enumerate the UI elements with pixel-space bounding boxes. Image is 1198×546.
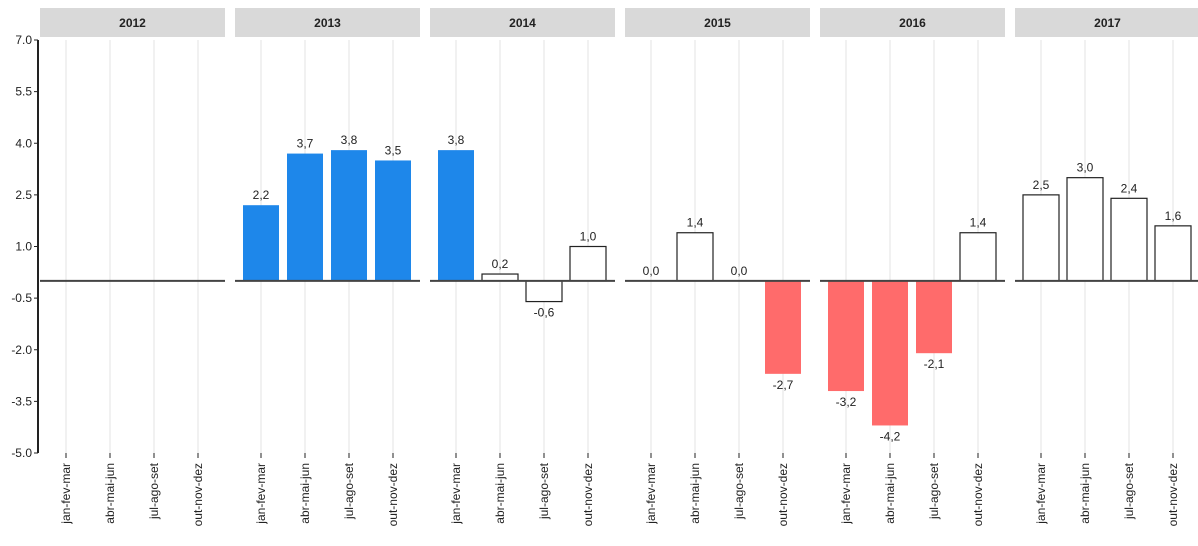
bar: [1022, 194, 1060, 282]
value-label: 0,0: [643, 264, 660, 278]
y-tick-label: -3.5: [11, 394, 32, 408]
bar: [569, 245, 607, 282]
x-tick-label: jul-ago-set: [537, 462, 551, 520]
value-label: 2,4: [1121, 181, 1138, 195]
value-label: 3,7: [297, 137, 314, 151]
y-tick-label: -5.0: [11, 446, 32, 460]
bar: [481, 273, 519, 282]
x-tick-label: jul-ago-set: [147, 462, 161, 520]
value-label: 3,8: [448, 133, 465, 147]
facet-title: 2012: [119, 16, 146, 30]
bar: [1154, 225, 1192, 282]
x-tick-label: jan-fev-mar: [449, 463, 463, 525]
value-label: -4,2: [880, 429, 901, 443]
bar: [765, 280, 801, 374]
value-label: 1,4: [970, 216, 987, 230]
bar: [916, 280, 952, 354]
facet-title: 2014: [509, 16, 536, 30]
x-tick-label: jan-fev-mar: [1034, 463, 1048, 525]
x-tick-label: abr-mai-jun: [688, 463, 702, 524]
x-tick-label: out-nov-dez: [971, 463, 985, 526]
y-tick-label: 2.5: [15, 188, 32, 202]
x-tick-label: out-nov-dez: [776, 463, 790, 526]
x-tick-label: out-nov-dez: [581, 463, 595, 526]
value-label: 1,6: [1165, 209, 1182, 223]
facet-strip: [1015, 8, 1198, 37]
value-label: 3,8: [341, 133, 358, 147]
x-tick-label: abr-mai-jun: [298, 463, 312, 524]
bar: [375, 160, 411, 281]
facet-strip: [625, 8, 810, 37]
value-label: 1,4: [687, 216, 704, 230]
value-label: -0,6: [534, 306, 555, 320]
value-label: -2,7: [773, 378, 794, 392]
x-tick-label: abr-mai-jun: [1078, 463, 1092, 524]
bar: [525, 280, 563, 303]
value-label: 0,0: [731, 264, 748, 278]
bar: [828, 280, 864, 392]
value-label: 1,0: [580, 230, 597, 244]
y-tick-label: 1.0: [15, 240, 32, 254]
bar: [243, 205, 279, 281]
value-label: 2,5: [1033, 178, 1050, 192]
facet-strip: [235, 8, 420, 37]
x-tick-label: jan-fev-mar: [644, 463, 658, 525]
bar: [287, 153, 323, 281]
value-label: 3,5: [385, 143, 402, 157]
y-tick-label: -2.0: [11, 343, 32, 357]
x-tick-label: jul-ago-set: [927, 462, 941, 520]
x-tick-label: jan-fev-mar: [254, 463, 268, 525]
y-tick-label: 7.0: [15, 33, 32, 47]
bar: [331, 150, 367, 281]
bar: [1066, 177, 1104, 282]
facet-title: 2016: [899, 16, 926, 30]
x-tick-label: jan-fev-mar: [59, 463, 73, 525]
facet-strip: [40, 8, 225, 37]
facet-title: 2015: [704, 16, 731, 30]
facet-title: 2013: [314, 16, 341, 30]
bar: [959, 232, 997, 282]
facet-title: 2017: [1094, 16, 1121, 30]
x-tick-label: abr-mai-jun: [103, 463, 117, 524]
x-tick-label: abr-mai-jun: [493, 463, 507, 524]
value-label: 3,0: [1077, 161, 1094, 175]
x-tick-label: jul-ago-set: [1122, 462, 1136, 520]
value-label: -3,2: [836, 395, 857, 409]
x-tick-label: jul-ago-set: [342, 462, 356, 520]
bar: [438, 150, 474, 281]
y-tick-label: 5.5: [15, 85, 32, 99]
bar: [676, 232, 714, 282]
x-tick-label: out-nov-dez: [1166, 463, 1180, 526]
value-label: 2,2: [253, 188, 270, 202]
y-tick-label: 4.0: [15, 136, 32, 150]
x-tick-label: jan-fev-mar: [839, 463, 853, 525]
x-tick-label: abr-mai-jun: [883, 463, 897, 524]
x-tick-label: out-nov-dez: [386, 463, 400, 526]
value-label: 0,2: [492, 257, 509, 271]
facet-strip: [430, 8, 615, 37]
bar: [872, 280, 908, 426]
x-tick-label: out-nov-dez: [191, 463, 205, 526]
facet-strip: [820, 8, 1005, 37]
value-label: -2,1: [924, 357, 945, 371]
bar: [1110, 197, 1148, 282]
y-tick-label: -0.5: [11, 291, 32, 305]
x-tick-label: jul-ago-set: [732, 462, 746, 520]
